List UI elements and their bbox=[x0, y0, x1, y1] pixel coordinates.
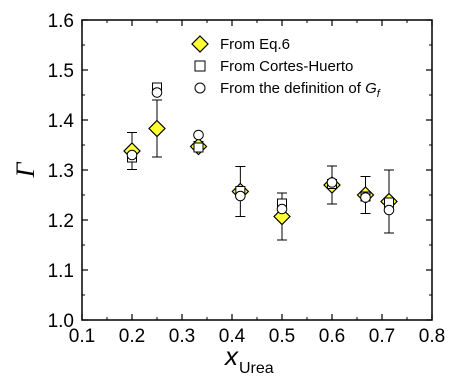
y-tick-label: 1.3 bbox=[48, 161, 74, 182]
x-axis-label-main: x bbox=[223, 341, 239, 371]
data-point-circle bbox=[383, 204, 395, 216]
x-tick-label: 0.4 bbox=[219, 326, 246, 347]
legend-diamond-icon bbox=[191, 35, 209, 53]
y-tick-label: 1.2 bbox=[48, 211, 74, 232]
y-tick-label: 1.4 bbox=[48, 111, 75, 132]
plot-area bbox=[123, 82, 398, 241]
data-point-circle bbox=[276, 203, 288, 215]
legend-label-eq6: From Eq.6 bbox=[220, 36, 290, 53]
legend-square-icon bbox=[194, 60, 206, 72]
legend-circle-icon bbox=[194, 82, 206, 94]
legend-label-cortes-huerto: From Cortes-Huerto bbox=[220, 58, 353, 75]
data-point-circle bbox=[193, 129, 204, 141]
x-tick-label: 0.6 bbox=[319, 326, 345, 347]
y-tick-label: 1.0 bbox=[48, 311, 74, 332]
data-point-diamond bbox=[148, 119, 166, 138]
legend: From Eq.6 From Cortes-Huerto From the de… bbox=[191, 35, 381, 100]
y-tick-label: 1.1 bbox=[48, 261, 74, 282]
x-tick-label: 0.8 bbox=[419, 326, 445, 347]
x-axis-label-sub: Urea bbox=[239, 360, 274, 377]
legend-label-definition-symbol: G bbox=[365, 80, 377, 97]
x-tick-label: 0.1 bbox=[69, 326, 95, 347]
x-tick-label: 0.2 bbox=[119, 326, 145, 347]
y-tick-label: 1.5 bbox=[48, 61, 74, 82]
data-point-square bbox=[193, 142, 204, 153]
axes: 0.1 0.2 0.3 0.4 0.5 0.6 0.7 0.8 1.0 1.1 1.2 1.3 1.4 1… bbox=[48, 11, 446, 347]
y-tick-label: 1.6 bbox=[48, 11, 74, 32]
y-axis-label: Γ bbox=[11, 161, 40, 178]
x-tick-label: 0.7 bbox=[369, 326, 395, 347]
x-tick-label: 0.3 bbox=[169, 326, 195, 347]
data-point-circle bbox=[151, 87, 163, 98]
legend-label-definition-prefix: From the definition of bbox=[220, 80, 365, 97]
legend-label-definition-gf: From the definition of Gf bbox=[220, 80, 381, 100]
x-tick-label: 0.5 bbox=[269, 326, 295, 347]
data-point-circle bbox=[360, 192, 371, 203]
data-point-circle bbox=[326, 177, 338, 188]
x-axis-label: x bbox=[223, 341, 239, 371]
legend-label-definition-sub: f bbox=[377, 88, 381, 100]
data-point-diamond bbox=[273, 207, 291, 226]
data-point-circle bbox=[126, 149, 138, 161]
data-point-circle bbox=[235, 190, 246, 202]
